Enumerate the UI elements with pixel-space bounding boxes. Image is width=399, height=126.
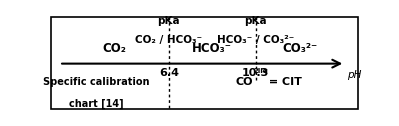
- Text: CO₂: CO₂: [102, 42, 126, 55]
- Text: pH: pH: [347, 70, 361, 80]
- Text: Specific calibration: Specific calibration: [43, 77, 150, 87]
- Text: HCO₃⁻ / CO₃²⁻: HCO₃⁻ / CO₃²⁻: [217, 35, 294, 44]
- Text: 6.4: 6.4: [159, 69, 179, 78]
- Text: pKa: pKa: [244, 16, 267, 26]
- Text: 10.3: 10.3: [242, 69, 269, 78]
- Text: HCO₃⁻: HCO₃⁻: [192, 42, 232, 55]
- Text: pKa: pKa: [158, 16, 180, 26]
- Text: = CIT: = CIT: [265, 77, 302, 87]
- Text: 2liq: 2liq: [253, 68, 268, 73]
- Text: CO: CO: [235, 77, 253, 87]
- Text: CO₂ / HCO₃⁻: CO₂ / HCO₃⁻: [135, 35, 202, 44]
- Text: chart [14]: chart [14]: [69, 99, 124, 109]
- Text: CO₃²⁻: CO₃²⁻: [283, 42, 318, 55]
